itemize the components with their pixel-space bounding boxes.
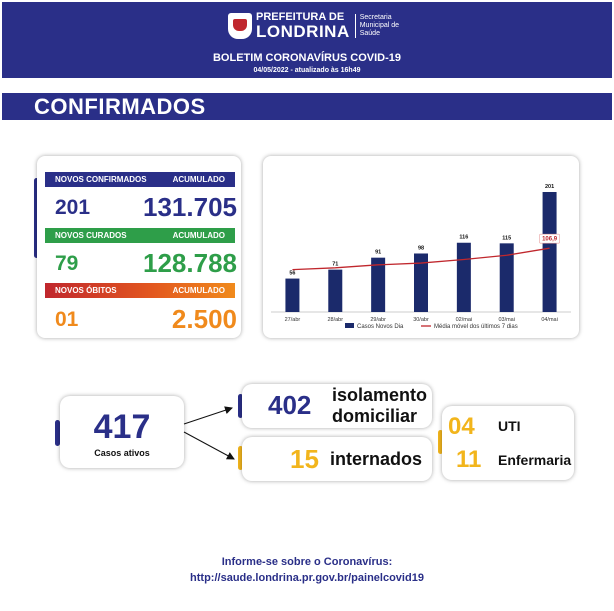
cured-total: 128.788	[143, 248, 237, 278]
section-title: CONFIRMADOS	[34, 94, 206, 119]
update-date: 04/05/2022 - atualizado às 16h49	[253, 67, 361, 74]
chart-x-tick: 02/mai	[456, 317, 473, 323]
section-title-bar: CONFIRMADOS	[2, 93, 612, 120]
legend-bar-label: Casos Novos Dia	[357, 324, 404, 330]
cured-new: 79	[55, 252, 79, 275]
hospitalized-number: 15	[290, 444, 319, 474]
home-isolation-card: 402 isolamento domiciliar	[242, 384, 432, 428]
ward-label: Enfermaria	[498, 452, 572, 468]
home-accent-bar	[238, 394, 243, 418]
hospitalized-card: 15 internados	[242, 437, 432, 481]
chart-x-tick: 29/abr	[370, 317, 386, 323]
header-banner: PREFEITURA DE LONDRINA Secretaria Munici…	[2, 2, 612, 78]
cases-chart-card: 56 27/abr 71 28/abr 91 29/abr 98 30/abr 116 02/ma…	[263, 156, 579, 338]
chart-bar	[414, 253, 428, 312]
secretaria-label: Secretaria Municipal de Saúde	[354, 14, 399, 38]
chart-x-tick: 28/abr	[327, 317, 343, 323]
chart-moving-average-line	[292, 247, 550, 271]
deaths-total: 2.500	[171, 304, 237, 334]
home-isolation-label: isolamento domiciliar	[332, 385, 428, 426]
active-cases-number: 417	[93, 408, 151, 446]
active-accent-bar	[55, 420, 60, 446]
chart-bar-value: 116	[459, 235, 468, 241]
bulletin-title: BOLETIM CORONAVÍRUS COVID-19	[212, 52, 402, 64]
arrow-to-home	[183, 406, 233, 425]
legend-bar-swatch	[345, 323, 354, 328]
stats-card: NOVOS CONFIRMADOS ACUMULADO 201 131.705 …	[37, 156, 241, 338]
uti-number: 04	[448, 413, 475, 440]
footer-info: Informe-se sobre o Coronavírus:	[221, 556, 393, 568]
hospital-accent-bar	[238, 446, 243, 470]
chart-bar	[499, 243, 514, 312]
chart-bar	[371, 257, 386, 312]
deaths-new: 01	[55, 308, 79, 331]
active-cases-card: 417 Casos ativos	[60, 396, 184, 468]
chart-x-tick: 30/abr	[413, 317, 429, 323]
chart-bar	[328, 269, 343, 312]
ward-number: 11	[456, 446, 482, 473]
chart-bar-value: 56	[289, 271, 295, 277]
chart-x-tick: 27/abr	[285, 317, 301, 323]
chart-bar-value: 71	[332, 262, 338, 268]
chart-bar	[285, 278, 300, 312]
deaths-header: NOVOS ÓBITOS ACUMULADO	[45, 283, 235, 298]
city-crest-icon	[228, 13, 252, 39]
hospitalized-label: internados	[330, 449, 423, 469]
care-split-card: 04 UTI 11 Enfermaria	[442, 406, 574, 480]
confirmed-total: 131.705	[143, 192, 237, 222]
chart-highlight-box	[539, 233, 560, 244]
chart-bar-value: 98	[418, 245, 424, 251]
confirmed-header: NOVOS CONFIRMADOS ACUMULADO	[45, 172, 235, 187]
chart-bar-value: 115	[502, 235, 511, 241]
chart-x-tick: 04/mai	[541, 317, 558, 323]
org-line1: PREFEITURA DE	[256, 11, 345, 23]
home-isolation-number: 402	[268, 390, 312, 420]
active-cases-label: Casos ativos	[94, 448, 150, 458]
chart-bar	[542, 192, 557, 312]
cured-header: NOVOS CURADOS ACUMULADO	[45, 228, 235, 243]
chart-bar-value: 91	[375, 250, 381, 256]
city-logo: PREFEITURA DE LONDRINA Secretaria Munici…	[228, 12, 399, 40]
care-accent-bar	[438, 430, 443, 454]
footer-link[interactable]: http://saude.londrina.pr.gov.br/painelco…	[190, 572, 424, 584]
confirmed-new: 201	[55, 196, 91, 219]
chart-x-tick: 03/mai	[498, 317, 515, 323]
chart-highlight-label: 106,9	[542, 237, 558, 243]
legend-line-label: Média móvel dos últimos 7 dias	[434, 324, 518, 330]
arrow-to-hospital	[183, 431, 235, 460]
uti-label: UTI	[498, 418, 521, 434]
chart-bar-value: 201	[545, 184, 554, 190]
org-line2: LONDRINA	[256, 22, 350, 41]
stats-accent-bar	[34, 178, 39, 258]
cases-chart: 56 27/abr 71 28/abr 91 29/abr 98 30/abr 116 02/ma…	[271, 184, 571, 330]
